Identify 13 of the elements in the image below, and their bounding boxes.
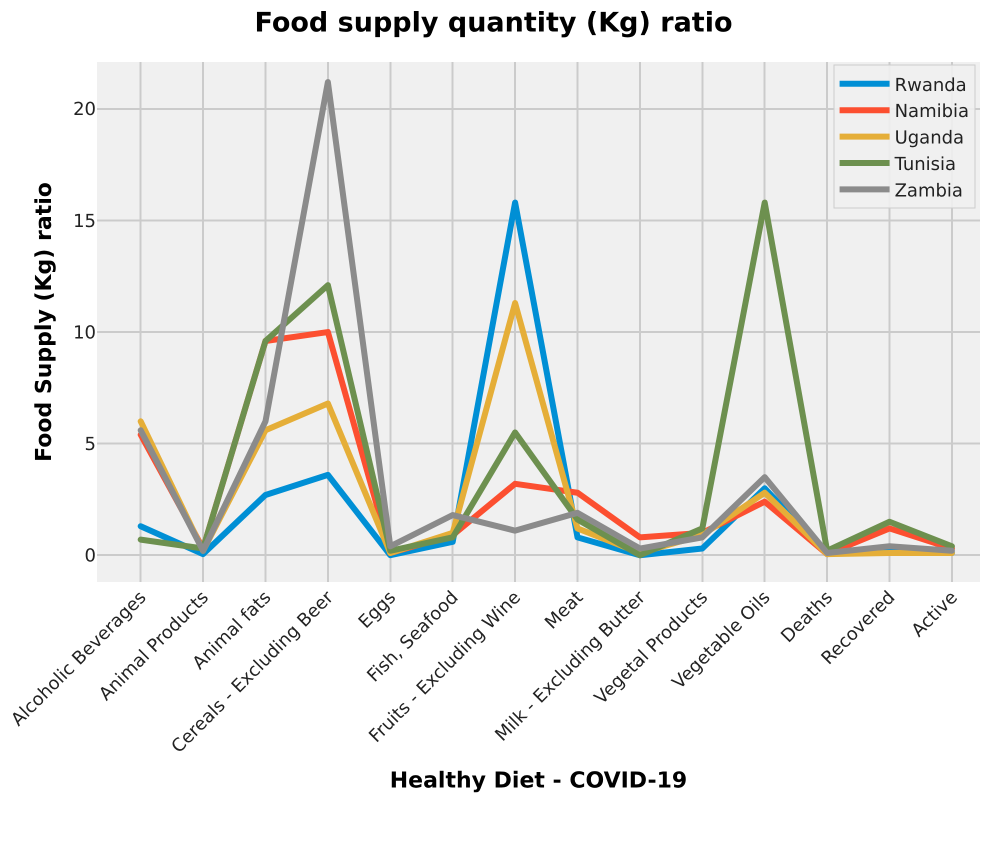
y-axis-title: Food Supply (Kg) ratio xyxy=(32,182,57,462)
y-tick-label: 15 xyxy=(73,210,96,232)
legend-label: Namibia xyxy=(894,101,970,122)
chart-title: Food supply quantity (Kg) ratio xyxy=(254,8,733,39)
legend-label: Rwanda xyxy=(894,74,967,96)
x-axis-title: Healthy Diet - COVID-19 xyxy=(390,768,688,794)
legend-label: Uganda xyxy=(894,128,964,149)
y-tick-label: 0 xyxy=(84,546,96,567)
legend-label: Tunisia xyxy=(894,154,956,176)
y-tick-label: 20 xyxy=(73,99,96,120)
y-tick-label: 5 xyxy=(84,434,96,455)
legend-label: Zambia xyxy=(894,180,963,202)
y-tick-label: 10 xyxy=(73,322,96,344)
